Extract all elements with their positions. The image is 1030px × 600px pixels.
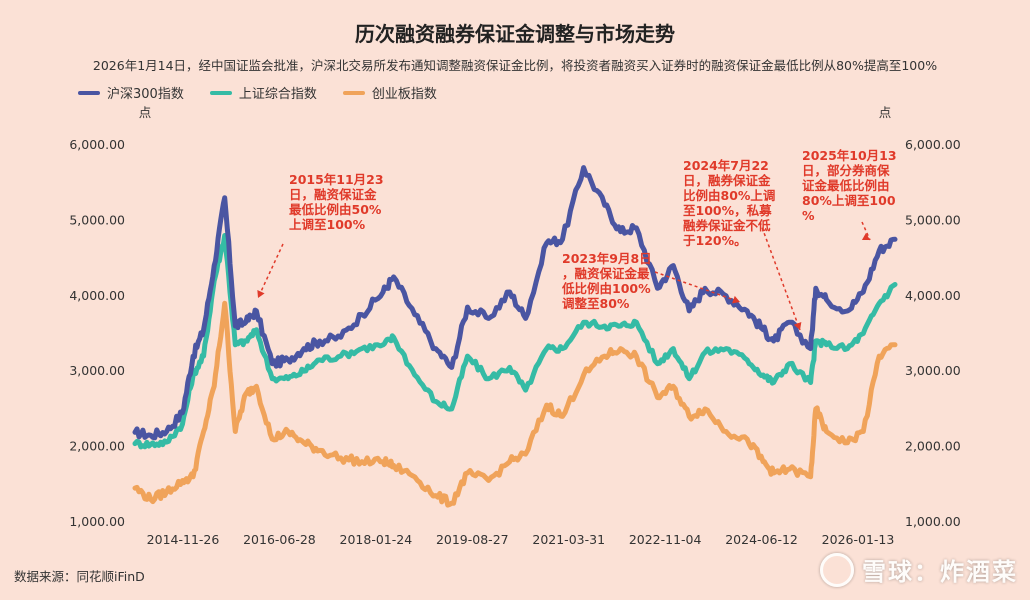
legend-item-chinext[interactable]: 创业板指数 — [342, 83, 437, 102]
chart-title: 历次融资融券保证金调整与市场走势 — [355, 22, 675, 46]
y-tick-label-left: 5,000.00 — [69, 212, 125, 227]
annotation-line: 日，融资保证金 — [289, 187, 377, 202]
annotation-line: 2025年10月13 — [802, 148, 897, 163]
watermark: 雪球：炸酒菜 — [820, 552, 1018, 587]
y-tick-label-right: 5,000.00 — [905, 212, 961, 227]
annotation-line: 低比例由100% — [561, 281, 651, 296]
annotation-line: 日，融券保证金 — [683, 173, 771, 188]
y-tick-label-left: 6,000.00 — [69, 137, 125, 152]
legend-swatch-sse — [209, 90, 232, 95]
chart-subtitle: 2026年1月14日，经中国证监会批准，沪深北交易所发布通知调整融资保证金比例，… — [92, 58, 938, 73]
annotation-line: 于120%。 — [683, 233, 747, 248]
y-tick-label-right: 1,000.00 — [905, 514, 961, 529]
annotation-line: 80%上调至100 — [802, 193, 896, 208]
annotation-text: 2023年9月8日，融资保证金最低比例由100%调整至80% — [561, 251, 652, 311]
y-tick-label-right: 6,000.00 — [905, 137, 961, 152]
annotation-arrow-icon — [732, 295, 740, 304]
x-tick-label: 2024-06-12 — [725, 532, 798, 547]
snowball-logo-icon — [820, 552, 854, 587]
series-line-sse — [132, 233, 898, 450]
legend-item-hs300[interactable]: 沪深300指数 — [78, 83, 184, 102]
annotation-line: 2023年9月8日 — [562, 251, 652, 266]
y-tick-label-right: 2,000.00 — [905, 439, 961, 454]
watermark-text: 雪球：炸酒菜 — [862, 558, 1018, 586]
annotation-line: ，融资保证金最 — [562, 266, 650, 281]
legend-swatch-chinext — [342, 90, 365, 95]
legend-label-sse: 上证综合指数 — [238, 87, 317, 102]
y-tick-label-right: 4,000.00 — [905, 288, 961, 303]
annotation-line: 2024年7月22 — [683, 158, 769, 173]
legend-label-chinext: 创业板指数 — [371, 87, 437, 102]
series-line-chinext — [132, 300, 898, 508]
x-tick-label: 2021-03-31 — [532, 532, 605, 547]
y-unit-right: 点 — [879, 105, 892, 120]
annotation-line: 证金最低比例由 — [802, 178, 890, 193]
y-unit-left: 点 — [139, 105, 152, 120]
annotation-line: 最低比例由50% — [289, 202, 382, 217]
data-source: 数据来源：同花顺iFinD — [14, 569, 145, 584]
x-tick-label: 2026-01-13 — [822, 532, 895, 547]
annotation-line: 上调至100% — [289, 217, 366, 232]
annotation-arrow-icon — [861, 233, 870, 240]
x-tick-label: 2016-06-28 — [243, 532, 316, 547]
y-tick-label-left: 1,000.00 — [69, 514, 125, 529]
x-tick-label: 2019-08-27 — [436, 532, 509, 547]
x-tick-label: 2022-11-04 — [629, 532, 702, 547]
annotation-leader-line — [257, 243, 284, 299]
annotation-line: 调整至80% — [562, 296, 630, 311]
annotation-text: 2024年7月22 日，融券保证金比例由80%上调至100%，私募融券保证金不低于… — [683, 158, 775, 248]
y-tick-label-left: 3,000.00 — [69, 363, 125, 378]
legend-item-sse[interactable]: 上证综合指数 — [209, 83, 317, 102]
annotation-arrow-icon — [257, 289, 265, 298]
annotation-arrow-icon — [793, 322, 802, 330]
y-tick-label-left: 2,000.00 — [69, 439, 125, 454]
annotation-line: % — [802, 208, 815, 223]
x-tick-label: 2018-01-24 — [340, 532, 413, 547]
annotation-line: 融券保证金不低 — [683, 218, 771, 233]
annotation-line: 比例由80%上调 — [683, 188, 775, 203]
annotation-line: 日，部分券商保 — [802, 163, 890, 178]
legend: 沪深300指数 上证综合指数 创业板指数 — [78, 83, 437, 102]
annotation-text: 2015年11月23 日，融资保证金最低比例由50%上调至100% — [289, 172, 384, 232]
annotation-line: 至100%，私募 — [683, 203, 772, 218]
series-line-hs300 — [132, 165, 898, 441]
legend-swatch-hs300 — [78, 90, 100, 95]
y-tick-label-right: 3,000.00 — [905, 363, 961, 378]
x-tick-label: 2014-11-26 — [147, 532, 220, 547]
annotation-text: 2025年10月13 日，部分券商保证金最低比例由 80%上调至100% — [802, 148, 897, 223]
annotation-line: 2015年11月23 — [289, 172, 384, 187]
y-tick-label-left: 4,000.00 — [69, 288, 125, 303]
annotation-leader-line — [759, 221, 801, 331]
legend-label-hs300: 沪深300指数 — [107, 87, 184, 102]
